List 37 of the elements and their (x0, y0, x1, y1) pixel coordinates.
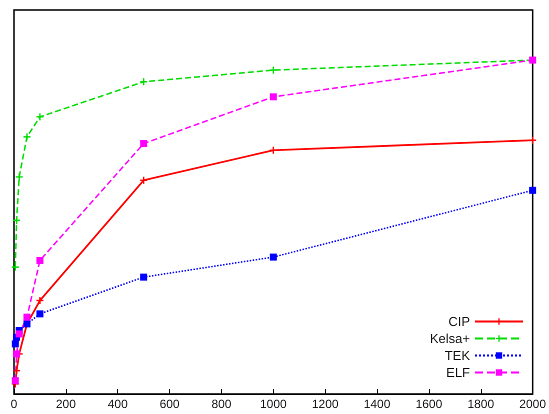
legend-label: Kelsa+ (430, 331, 470, 346)
x-tick-label: 1800 (467, 397, 494, 411)
legend-label: TEK (444, 348, 470, 363)
point (36, 256, 44, 264)
legend-label: ELF (446, 365, 470, 380)
point (36, 113, 44, 120)
point (13, 216, 20, 224)
point (270, 66, 277, 74)
legend-label: CIP (448, 314, 470, 329)
point (270, 254, 277, 261)
point (12, 264, 19, 271)
point (140, 274, 148, 281)
x-tick-label: 400 (108, 397, 128, 411)
x-tick-label: 0 (10, 397, 18, 411)
x-tick-label: 600 (160, 397, 180, 411)
point (23, 133, 30, 140)
point (36, 310, 44, 318)
point (12, 377, 19, 384)
x-tick-label: 1400 (364, 397, 391, 411)
point (12, 340, 19, 348)
point (16, 173, 23, 180)
x-tick-label: 1600 (416, 397, 443, 411)
point (16, 330, 23, 338)
point (270, 93, 277, 100)
x-tick-label: 1200 (312, 397, 339, 411)
point (13, 350, 20, 358)
point (13, 367, 20, 374)
point (529, 186, 536, 194)
point (23, 314, 30, 321)
point (140, 78, 148, 86)
point (140, 140, 148, 148)
x-tick-label: 1000 (260, 397, 287, 411)
x-tick-label: 2000 (519, 397, 546, 411)
x-tick-label: 800 (211, 397, 232, 411)
point (140, 176, 148, 184)
x-tick-label: 200 (56, 397, 76, 411)
point (36, 297, 44, 304)
